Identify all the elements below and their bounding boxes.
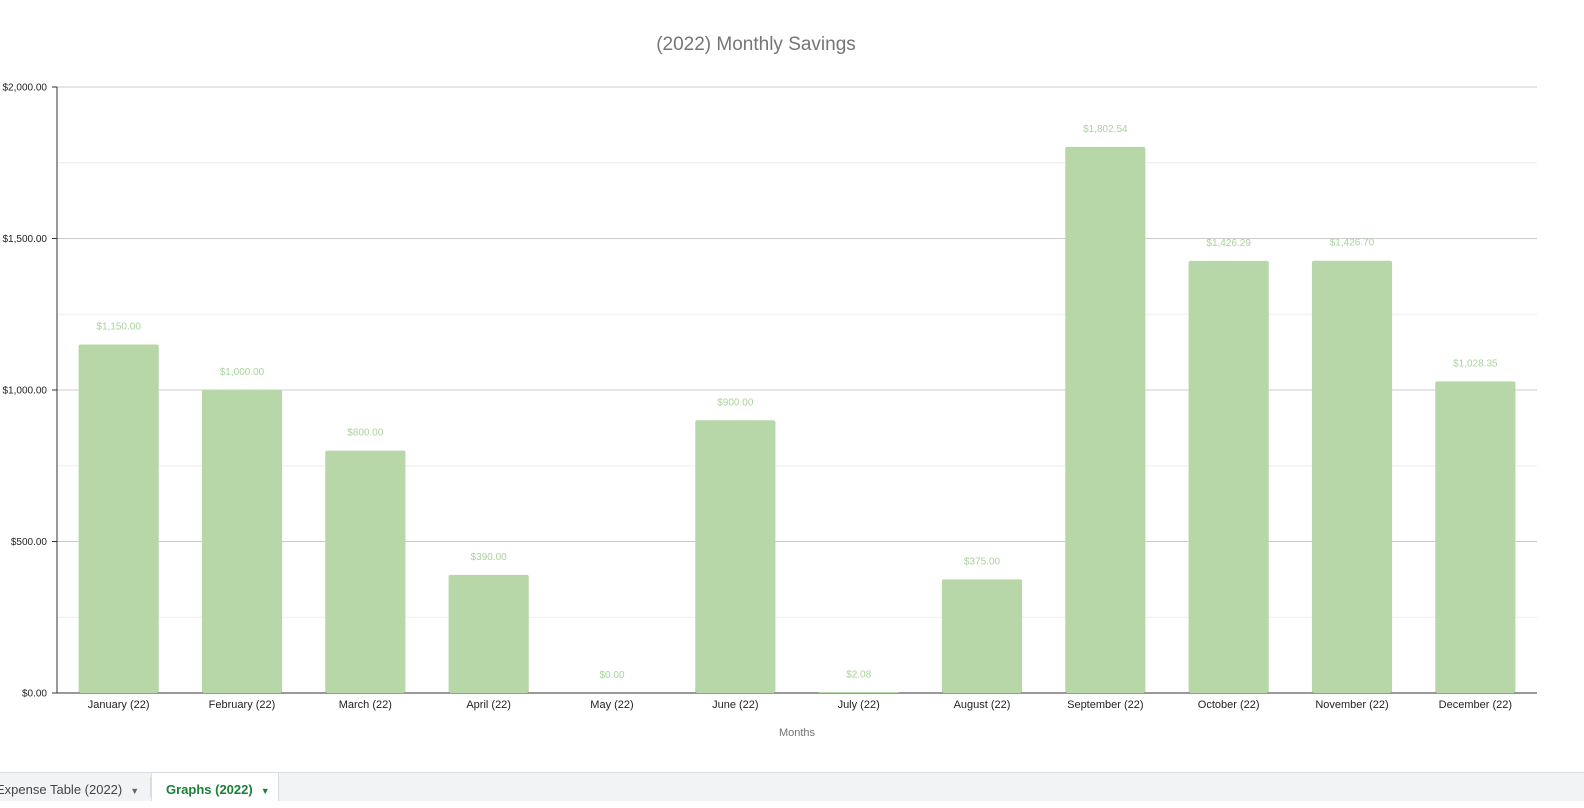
- chart-area[interactable]: (2022) Monthly Savings $0.00 $500.00 $1,00…: [0, 0, 1584, 770]
- bar[interactable]: [1435, 381, 1516, 693]
- sheet-tab-label: Graphs (2022): [166, 782, 253, 797]
- data-label: $390.00: [471, 552, 508, 563]
- chart-title: (2022) Monthly Savings: [656, 34, 856, 55]
- x-axis-label: Months: [779, 727, 816, 739]
- y-tick-label: $1,000.00: [3, 386, 48, 397]
- data-label: $2.08: [846, 669, 871, 680]
- chevron-down-icon[interactable]: ▼: [260, 786, 270, 796]
- bar[interactable]: [941, 579, 1023, 693]
- bar[interactable]: [1065, 146, 1146, 693]
- chevron-down-icon[interactable]: ▼: [130, 786, 140, 796]
- bar[interactable]: [1188, 260, 1269, 693]
- data-label: $1,802.54: [1083, 124, 1128, 135]
- data-label: $1,000.00: [220, 367, 265, 378]
- x-tick-label: September (22): [1067, 699, 1143, 711]
- x-tick-label: July (22): [838, 699, 880, 711]
- bar[interactable]: [818, 692, 899, 693]
- x-tick-label: June (22): [712, 699, 758, 711]
- x-tick-label: May (22): [590, 699, 633, 711]
- x-tick-label: December (22): [1439, 699, 1512, 711]
- sheet-tab-graphs[interactable]: Graphs (2022) ▼: [151, 773, 279, 801]
- x-tick-label: February (22): [209, 699, 276, 711]
- bar[interactable]: [78, 344, 159, 693]
- x-tick-label: April (22): [466, 699, 511, 711]
- sheet-tab-label: Expense Table (2022): [0, 782, 123, 797]
- y-tick-label: $0.00: [22, 689, 47, 700]
- data-label: $1,150.00: [96, 322, 141, 333]
- data-label: $1,426.70: [1330, 238, 1375, 249]
- x-tick-label: January (22): [88, 699, 150, 711]
- x-tick-label: August (22): [954, 699, 1011, 711]
- x-tick-label: October (22): [1198, 699, 1260, 711]
- y-tick-label: $1,500.00: [3, 234, 48, 245]
- bar[interactable]: [201, 390, 283, 693]
- bar-chart: (2022) Monthly Savings $0.00 $500.00 $1,00…: [3, 34, 1537, 739]
- sheet-tabs-bar: Expense Table (2022) ▼ Graphs (2022) ▼: [0, 772, 1584, 801]
- data-label: $0.00: [599, 670, 624, 681]
- data-label: $900.00: [717, 397, 754, 408]
- bar[interactable]: [325, 450, 406, 693]
- bar[interactable]: [1311, 260, 1393, 693]
- data-label: $1,028.35: [1453, 358, 1498, 369]
- bar[interactable]: [448, 574, 529, 693]
- x-tick-label: March (22): [339, 699, 392, 711]
- tab-divider: [150, 777, 151, 797]
- sheet-tab-expense-table[interactable]: Expense Table (2022) ▼: [0, 773, 139, 801]
- data-label: $800.00: [347, 428, 384, 439]
- data-label: $1,426.29: [1206, 238, 1251, 249]
- y-tick-label: $2,000.00: [3, 83, 48, 94]
- x-tick-label: November (22): [1315, 699, 1388, 711]
- bar[interactable]: [695, 420, 776, 693]
- data-label: $375.00: [964, 556, 1001, 567]
- y-tick-label: $500.00: [11, 537, 48, 548]
